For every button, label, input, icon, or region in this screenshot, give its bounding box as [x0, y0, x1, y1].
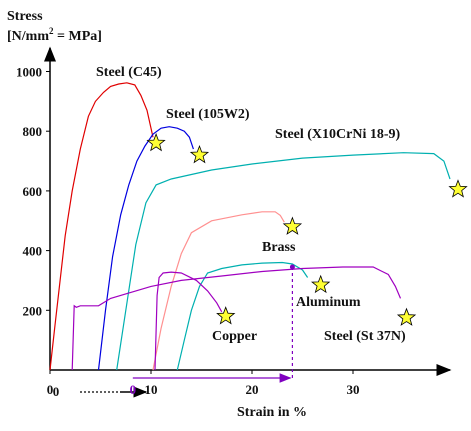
series-labels: Steel (C45) Steel (105W2) Steel (X10CrNi 1…: [96, 65, 406, 344]
x-axis-title: Strain in %: [237, 405, 307, 420]
series-label-steel-c45: Steel (C45): [96, 65, 162, 80]
series-label-steel-st-37n: Steel (St 37N): [324, 329, 406, 344]
axes: [44, 46, 452, 376]
x-tick-label: 30: [347, 382, 360, 397]
y-axis-title-line2: [N/mm2 = MPa]: [7, 26, 102, 44]
series-line-steel-st-37n: [71, 266, 402, 371]
series-line-steel-c45: [49, 82, 154, 371]
fracture-star-steel-105w2: [189, 144, 210, 164]
series-line-aluminum: [176, 261, 309, 371]
series-label-steel-x10crni-18-9: Steel (X10CrNi 18-9): [275, 127, 401, 142]
y-tick-label: 400: [23, 244, 43, 259]
y-axis-title-line1: Stress: [7, 9, 43, 24]
series-label-steel-105w2: Steel (105W2): [166, 107, 250, 122]
y-tick-label: 1000: [16, 65, 42, 80]
x-tick-label: 0: [47, 382, 54, 397]
series-line-copper: [154, 271, 223, 371]
y-tick-label: 800: [23, 124, 43, 139]
series-line-steel-x10crni-18-9: [116, 152, 451, 371]
fracture-star-brass: [282, 216, 303, 235]
ticks: 200 400 600 800 1000 0 10 20 30: [16, 65, 360, 398]
x-tick-label: 20: [246, 382, 259, 397]
offset-from-label: 0: [53, 384, 60, 399]
series-lines: [49, 82, 451, 371]
series-label-copper: Copper: [212, 329, 257, 344]
series-line-steel-105w2: [97, 126, 194, 371]
series-label-brass: Brass: [262, 240, 296, 255]
offset-marker-dot: [289, 264, 295, 270]
fracture-star-copper: [216, 306, 236, 325]
fracture-star-steel-c45: [146, 132, 166, 152]
offset-to-label: 0: [130, 382, 137, 397]
fracture-markers: [146, 132, 468, 326]
fracture-star-aluminum: [311, 274, 331, 294]
series-line-brass: [152, 211, 285, 371]
fracture-star-steel-x10crni-18-9: [448, 179, 468, 198]
series-label-aluminum: Aluminum: [296, 295, 361, 310]
y-tick-label: 600: [23, 184, 43, 199]
y-tick-label: 200: [23, 303, 43, 318]
fracture-star-steel-st-37n: [396, 307, 417, 326]
x-tick-label: 10: [145, 382, 158, 397]
